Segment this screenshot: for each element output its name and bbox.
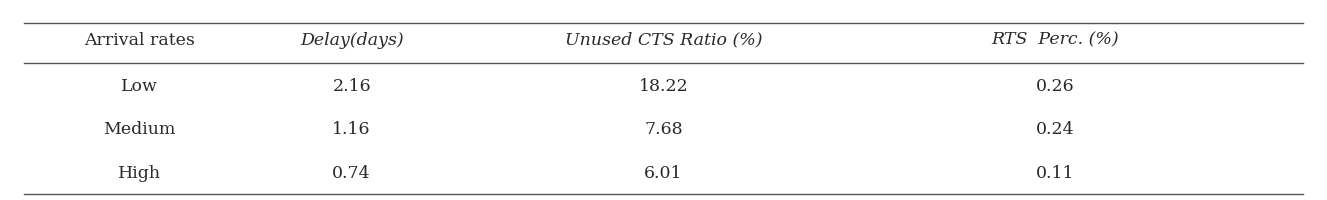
Text: 7.68: 7.68 xyxy=(644,121,683,137)
Text: Delay(days): Delay(days) xyxy=(300,32,403,48)
Text: RTS  Perc. (%): RTS Perc. (%) xyxy=(991,32,1119,48)
Text: 6.01: 6.01 xyxy=(644,164,683,181)
Text: 0.26: 0.26 xyxy=(1035,77,1075,94)
Text: Low: Low xyxy=(121,77,158,94)
Text: 18.22: 18.22 xyxy=(638,77,689,94)
Text: Unused CTS Ratio (%): Unused CTS Ratio (%) xyxy=(565,32,762,48)
Text: 0.24: 0.24 xyxy=(1035,121,1075,137)
Text: High: High xyxy=(118,164,161,181)
Text: 0.11: 0.11 xyxy=(1035,164,1075,181)
Text: 0.74: 0.74 xyxy=(332,164,372,181)
Text: Medium: Medium xyxy=(104,121,175,137)
Text: 1.16: 1.16 xyxy=(332,121,372,137)
Text: 2.16: 2.16 xyxy=(332,77,372,94)
Text: Arrival rates: Arrival rates xyxy=(84,32,195,48)
